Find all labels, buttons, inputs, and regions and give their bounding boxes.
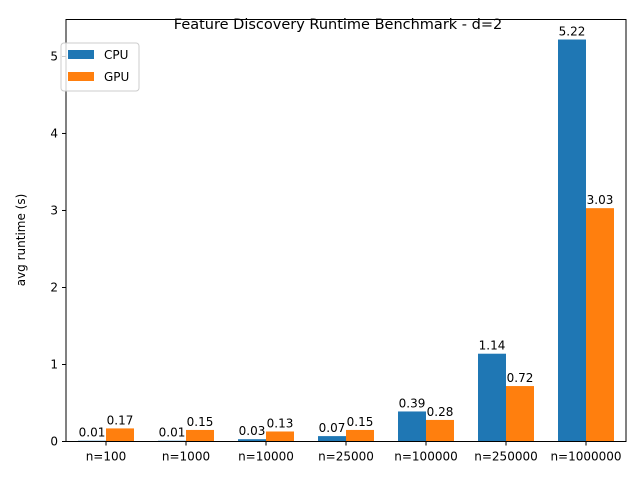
x-tick-label-6: n=1000000 xyxy=(550,450,621,464)
x-tick-label-2: n=10000 xyxy=(238,450,294,464)
chart-title: Feature Discovery Runtime Benchmark - d=… xyxy=(174,17,502,33)
bar-label-cpu-1: 0.01 xyxy=(159,426,186,440)
bar-gpu-5 xyxy=(506,386,534,442)
legend-label-cpu: CPU xyxy=(104,48,128,62)
x-tick-label-0: n=100 xyxy=(86,450,127,464)
bar-label-gpu-1: 0.15 xyxy=(187,415,214,429)
bar-gpu-1 xyxy=(186,429,214,442)
bar-gpu-2 xyxy=(266,431,294,442)
legend-label-gpu: GPU xyxy=(104,70,129,84)
bar-label-cpu-5: 1.14 xyxy=(479,339,506,353)
bar-gpu-3 xyxy=(346,429,374,442)
bar-cpu-3 xyxy=(318,436,346,442)
legend-swatch-cpu xyxy=(68,50,94,59)
bar-label-gpu-0: 0.17 xyxy=(107,413,134,427)
x-tick-label-3: n=25000 xyxy=(318,450,374,464)
bar-label-gpu-3: 0.15 xyxy=(347,415,374,429)
bar-cpu-5 xyxy=(478,353,506,442)
y-tick-label-2: 2 xyxy=(50,280,58,294)
bar-labels-group: 0.010.170.010.150.030.13 0.07 0.150.390.28… xyxy=(79,25,614,440)
bar-cpu-2 xyxy=(238,439,266,442)
bar-label-cpu-2: 0.03 xyxy=(239,424,266,438)
x-tick-label-1: n=1000 xyxy=(162,450,210,464)
bar-label-cpu-4: 0.39 xyxy=(399,396,426,410)
y-tick-label-1: 1 xyxy=(50,357,58,371)
x-tick-label-5: n=250000 xyxy=(474,450,537,464)
bar-gpu-4 xyxy=(426,419,454,442)
bar-label-cpu-0: 0.01 xyxy=(79,426,106,440)
plot-frame xyxy=(65,19,627,442)
bar-gpu-6 xyxy=(586,208,614,442)
y-tick-label-4: 4 xyxy=(50,126,58,140)
y-tick-label-5: 5 xyxy=(50,49,58,63)
bar-label-gpu-6: 3.03 xyxy=(587,193,614,207)
y-axis-ticks: 0 1 2 3 4 5 xyxy=(50,49,66,449)
y-tick-label-3: 3 xyxy=(50,203,58,217)
legend: CPU GPU xyxy=(60,42,140,92)
bars-group xyxy=(78,39,614,442)
bar-label-cpu-3: 0.07 xyxy=(319,421,346,435)
x-tick-label-4: n=100000 xyxy=(394,450,457,464)
bar-label-gpu-2: 0.13 xyxy=(267,416,294,430)
legend-swatch-gpu xyxy=(68,72,94,81)
bar-label-gpu-4: 0.28 xyxy=(427,405,454,419)
bar-cpu-6 xyxy=(558,39,586,442)
y-axis-label: avg runtime (s) xyxy=(14,194,28,287)
bar-gpu-0 xyxy=(106,428,134,442)
bar-cpu-4 xyxy=(398,411,426,442)
bar-label-gpu-5: 0.72 xyxy=(507,371,534,385)
bar-label-cpu-6: 5.22 xyxy=(559,25,586,39)
x-axis-ticks: n=100 n=1000 n=10000 n=25000 n=100000 n=25000… xyxy=(86,441,622,464)
y-tick-label-0: 0 xyxy=(50,435,58,449)
